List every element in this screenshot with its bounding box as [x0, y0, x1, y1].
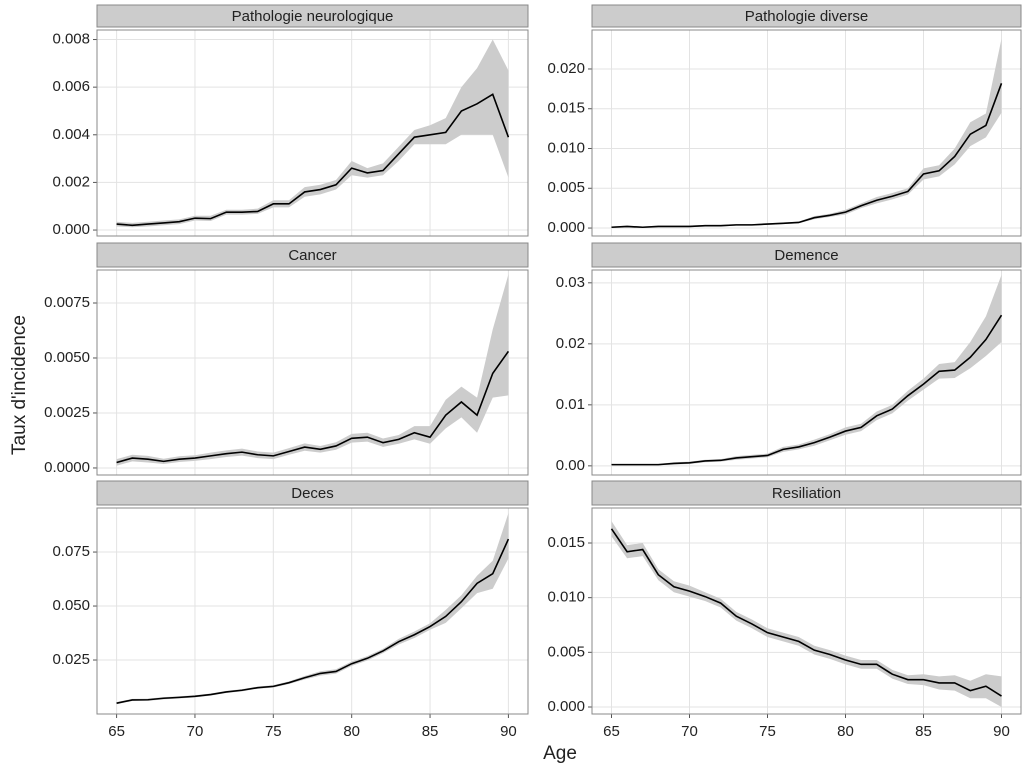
facet-strip [96, 4, 529, 28]
y-tick-label: 0.015 [547, 100, 585, 117]
x-tick-label: 80 [837, 723, 854, 740]
y-axis-label: Taux d'incidence [9, 315, 30, 455]
line [116, 93, 510, 227]
x-tick-label: 65 [108, 723, 125, 740]
y-tick-label: 0.000 [547, 219, 585, 236]
y-tick-label: 0.006 [52, 78, 90, 95]
y-tick-label: 0.0025 [44, 404, 90, 421]
y-tick-label: 0.008 [52, 30, 90, 47]
panel-border [96, 507, 529, 715]
y-tick-label: 0.000 [52, 221, 90, 238]
facet-title: Pathologie neurologique [232, 8, 394, 25]
y-tick-label: 0.005 [547, 179, 585, 196]
y-tick-label: 0.075 [52, 543, 90, 560]
facet-strip [96, 480, 529, 506]
x-tick-label: 85 [915, 723, 932, 740]
y-tick-label: 0.050 [52, 597, 90, 614]
x-tick-label: 90 [500, 723, 517, 740]
y-tick-label: 0.03 [556, 274, 585, 291]
y-tick-label: 0.020 [547, 60, 585, 77]
x-tick-label: 75 [759, 723, 776, 740]
line [611, 314, 1003, 466]
x-tick-label: 70 [681, 723, 698, 740]
confidence-band [611, 521, 1002, 708]
facet-strip [96, 242, 529, 268]
x-tick-label: 65 [603, 723, 620, 740]
y-tick-label: 0.0000 [44, 459, 90, 476]
facet-strip [591, 242, 1022, 268]
panel-background [97, 270, 528, 475]
facet-strip [591, 480, 1022, 506]
facet-title: Resiliation [772, 485, 841, 502]
facet-title: Pathologie diverse [745, 8, 868, 25]
y-tick-label: 0.004 [52, 126, 90, 143]
x-axis-label: Age [543, 743, 577, 764]
y-tick-label: 0.00 [556, 457, 585, 474]
facet-title: Cancer [288, 247, 336, 264]
panel-border [96, 29, 529, 237]
panel-border [591, 507, 1022, 715]
y-tick-label: 0.015 [547, 534, 585, 551]
line [610, 528, 1002, 697]
panel-background [97, 508, 528, 714]
line [116, 350, 510, 464]
y-tick-label: 0.0075 [44, 294, 90, 311]
y-tick-label: 0.010 [547, 139, 585, 156]
facet-strip [591, 4, 1022, 28]
panel-border [96, 269, 529, 476]
panel-border [591, 269, 1022, 476]
y-tick-label: 0.01 [556, 396, 585, 413]
x-tick-label: 75 [265, 723, 282, 740]
confidence-band [116, 39, 509, 228]
y-tick-label: 0.000 [547, 698, 585, 715]
panel-border [591, 29, 1022, 237]
line [611, 83, 1003, 229]
y-tick-label: 0.025 [52, 651, 90, 668]
y-tick-label: 0.005 [547, 643, 585, 660]
x-tick-label: 70 [187, 723, 204, 740]
panel-background [592, 30, 1021, 236]
facet-title: Demence [774, 247, 838, 264]
x-tick-label: 90 [993, 723, 1010, 740]
line [116, 538, 510, 704]
x-tick-label: 80 [343, 723, 360, 740]
y-tick-label: 0.0050 [44, 349, 90, 366]
y-tick-label: 0.02 [556, 335, 585, 352]
facet-title: Deces [291, 485, 334, 502]
y-tick-label: 0.010 [547, 589, 585, 606]
y-tick-label: 0.002 [52, 173, 90, 190]
x-tick-label: 85 [422, 723, 439, 740]
